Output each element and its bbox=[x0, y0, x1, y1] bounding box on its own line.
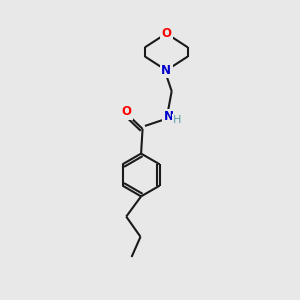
Text: O: O bbox=[121, 105, 131, 118]
Text: N: N bbox=[161, 64, 171, 77]
Text: N: N bbox=[164, 110, 173, 123]
Text: O: O bbox=[161, 27, 171, 40]
Text: H: H bbox=[173, 115, 182, 125]
